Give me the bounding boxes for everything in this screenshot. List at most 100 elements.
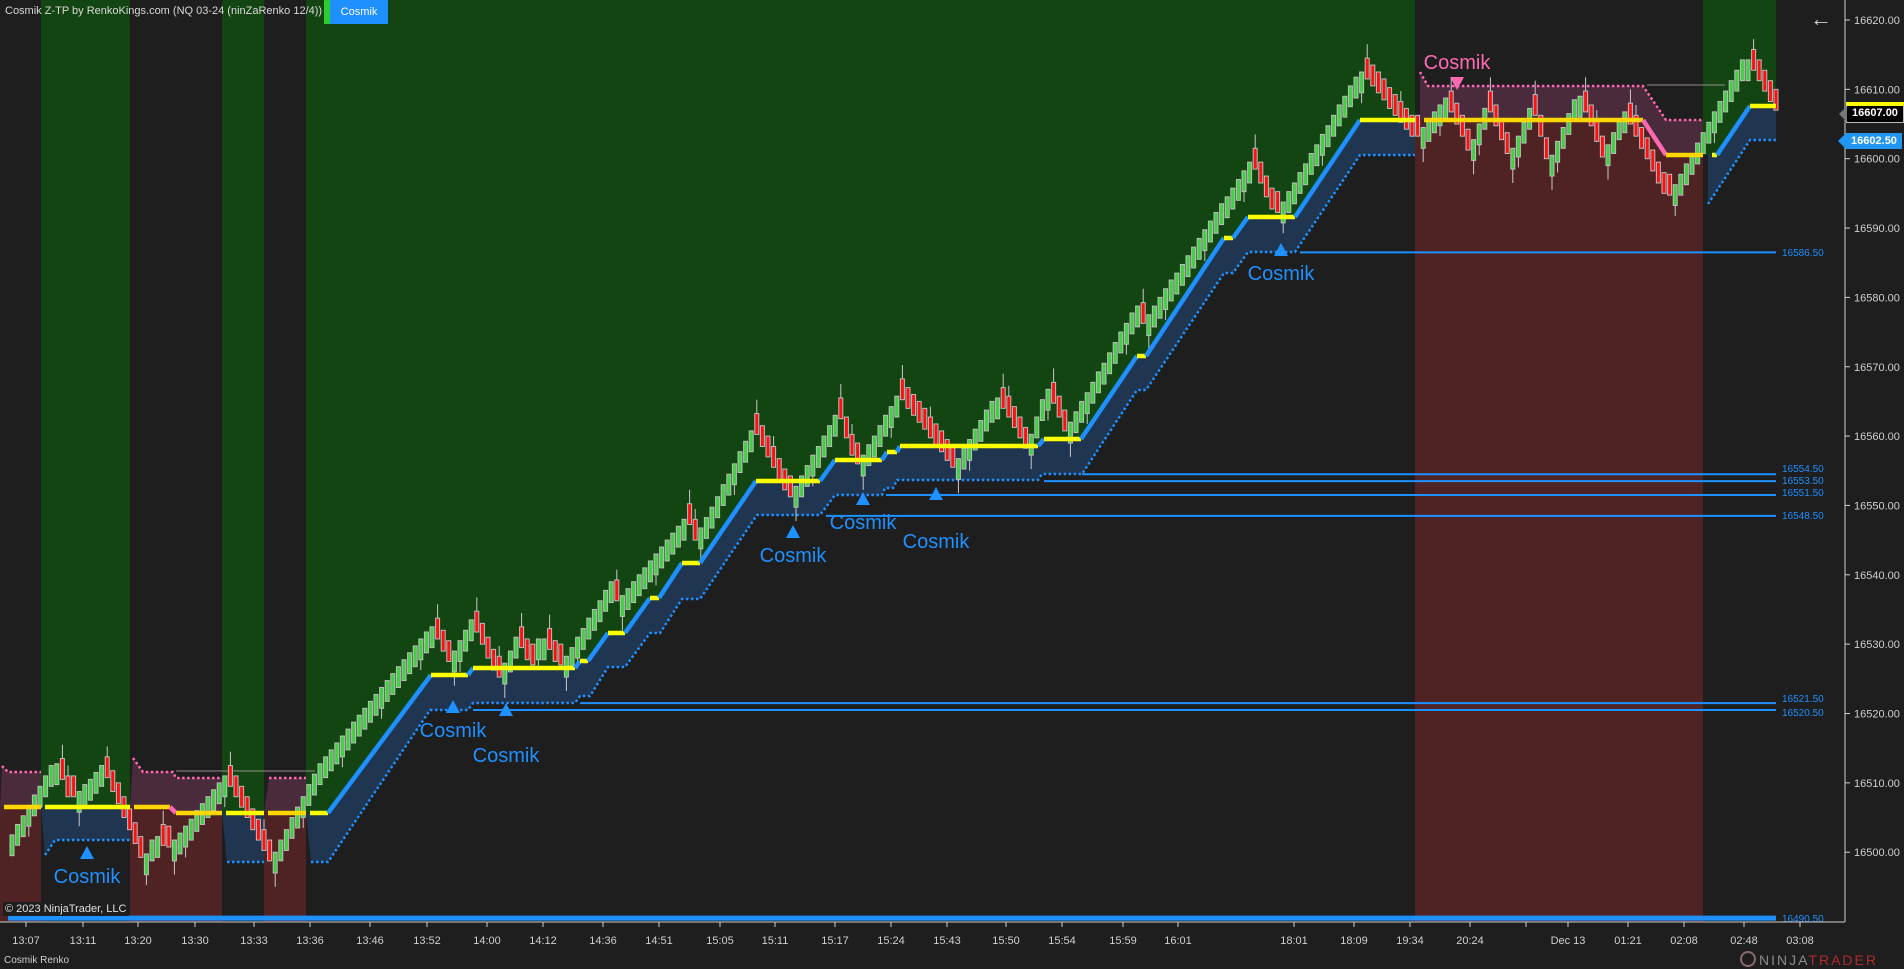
down-bar (1650, 149, 1656, 172)
down-bar (1062, 409, 1068, 432)
price-tick-label: 16500.00 (1854, 847, 1900, 859)
down-bar (939, 430, 945, 453)
up-bar (345, 728, 351, 751)
trend-slope-segment (657, 561, 684, 600)
down-bar (1056, 395, 1062, 418)
up-bar (362, 707, 368, 730)
up-bar (54, 763, 60, 786)
up-bar (978, 419, 984, 442)
up-bar (1308, 152, 1314, 175)
time-tick-label: 18:01 (1280, 935, 1308, 947)
down-bar (440, 629, 446, 652)
signal-label: Cosmik (473, 745, 541, 767)
up-bar (1291, 182, 1297, 205)
up-bar (507, 650, 513, 673)
up-bar (726, 473, 732, 496)
down-bar (1751, 48, 1757, 71)
up-bar (1571, 99, 1577, 122)
bull-stop-line (311, 153, 1415, 864)
down-bar (899, 378, 905, 401)
up-bar (401, 659, 407, 682)
down-bar (479, 622, 485, 645)
up-bar (87, 778, 93, 801)
up-bar (1129, 312, 1135, 335)
trend-slope-segment (818, 458, 837, 483)
up-bar (1168, 279, 1174, 302)
trend-slope-segment (586, 631, 610, 663)
price-tick-label: 16560.00 (1854, 431, 1900, 443)
up-bar (177, 832, 183, 855)
up-bar (278, 839, 284, 862)
signal-label: Cosmik (830, 512, 898, 534)
bull-stop-line (1706, 138, 1776, 205)
down-bar (1000, 387, 1006, 409)
bear-zone (1415, 120, 1703, 922)
up-bar (339, 735, 345, 758)
down-bar (65, 775, 71, 798)
up-bar (720, 484, 726, 506)
up-bar (1314, 144, 1320, 167)
down-bar (1252, 147, 1258, 170)
up-bar (1471, 139, 1477, 161)
up-bar (894, 395, 900, 418)
down-bar (261, 829, 267, 851)
up-bar (513, 636, 519, 659)
price-tick-label: 16550.00 (1854, 500, 1900, 512)
buy-signal-arrow-icon (446, 700, 460, 713)
up-bar (631, 581, 637, 604)
ninjatrader-logo: NINJATRADER (1740, 951, 1878, 968)
time-tick-label: 13:36 (296, 935, 324, 947)
up-bar (317, 763, 323, 786)
trend-slope-segment (573, 659, 582, 670)
time-tick-label: 14:00 (473, 935, 501, 947)
up-bar (82, 784, 88, 806)
arrow-left-icon[interactable]: ← (1810, 6, 1832, 31)
up-bar (451, 650, 457, 673)
cosmik-indicator-button[interactable]: Cosmik (330, 0, 388, 24)
up-bar (743, 440, 749, 463)
trend-slope-segment (326, 673, 433, 815)
bull-zone (41, 0, 130, 807)
stop-price-marker: 16602.50 (1838, 133, 1902, 149)
time-tick-label: 13:52 (413, 935, 441, 947)
renko-bars (9, 39, 1779, 887)
up-bar (1095, 371, 1101, 394)
bull-zone (222, 0, 264, 813)
up-bar (1073, 411, 1079, 434)
signal-label: Cosmik (1424, 52, 1492, 74)
up-bar (311, 773, 317, 796)
up-bar (1420, 126, 1426, 149)
logo-text-left: NINJA (1759, 952, 1809, 968)
signal-label: Cosmik (1248, 263, 1316, 285)
down-bar (127, 808, 133, 831)
down-bar (1370, 64, 1376, 87)
up-bar (1510, 147, 1516, 170)
up-bar (647, 560, 653, 583)
price-tick-label: 16600.00 (1854, 154, 1900, 166)
up-bar (575, 636, 581, 659)
bear-band (130, 758, 222, 813)
up-bar (328, 749, 334, 772)
down-bar (1644, 137, 1650, 160)
down-bar (547, 628, 553, 650)
down-bar (1493, 104, 1499, 127)
up-bar (535, 638, 541, 661)
down-bar (1364, 57, 1370, 80)
up-bar (384, 680, 390, 702)
up-bar (171, 839, 177, 862)
up-bar (877, 425, 883, 448)
bull-band (41, 807, 130, 855)
time-tick-label: 15:05 (706, 935, 734, 947)
down-bar (1504, 132, 1510, 154)
down-bar (138, 836, 144, 858)
trend-slope-segment (1036, 437, 1046, 448)
time-tick-label: 14:36 (589, 935, 617, 947)
level-label: 16586.50 (1782, 248, 1824, 259)
up-bar (1325, 125, 1331, 148)
up-bar (429, 626, 435, 649)
up-bar (143, 853, 149, 876)
up-bar (832, 414, 838, 437)
up-bar (1101, 362, 1107, 385)
bear-band (0, 766, 41, 807)
